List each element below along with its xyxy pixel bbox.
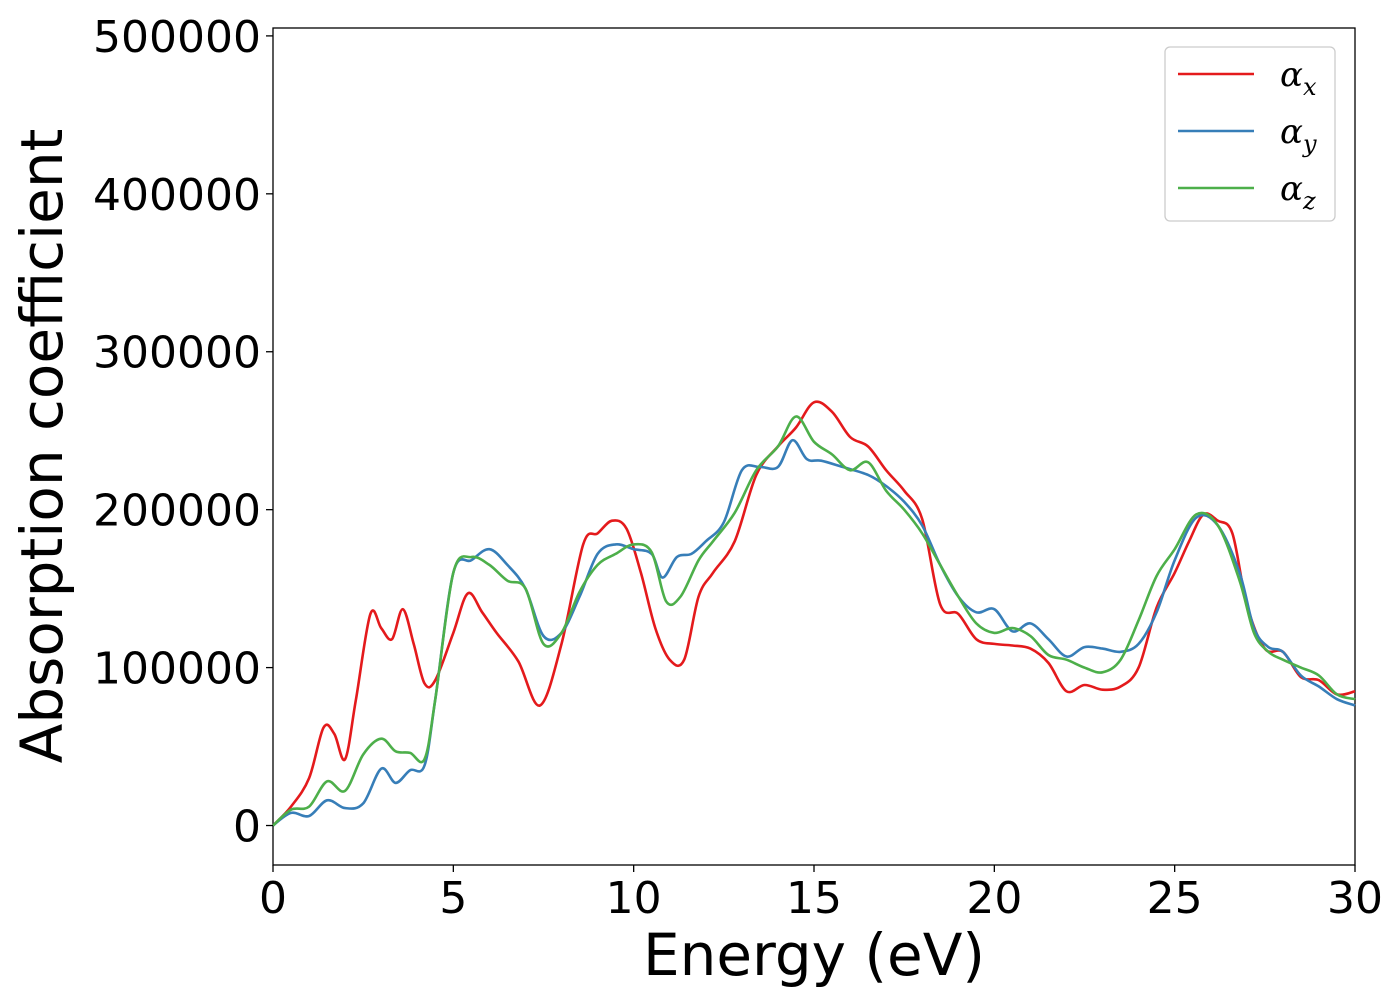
- y-tick-label: 200000: [93, 486, 261, 537]
- series-line-y: [272, 438, 1356, 827]
- y-tick-label: 0: [233, 802, 261, 853]
- x-tick-label: 10: [606, 873, 662, 924]
- y-tick-label: 100000: [93, 644, 261, 695]
- x-tick-label: 25: [1147, 873, 1203, 924]
- series-line-x: [272, 400, 1356, 827]
- y-tick-label: 500000: [93, 12, 261, 63]
- x-axis-ticks: 0 5 10 15 20 25 30: [259, 865, 1383, 924]
- x-tick-label: 0: [259, 873, 287, 924]
- x-tick-label: 5: [439, 873, 467, 924]
- y-tick-label: 300000: [93, 328, 261, 379]
- y-axis-label: Absorption coefficient: [8, 129, 76, 764]
- series-line-z: [272, 415, 1356, 827]
- y-tick-label: 400000: [93, 170, 261, 221]
- y-axis-ticks: 0 100000 200000 300000 400000 500000: [93, 12, 273, 853]
- x-tick-label: 30: [1327, 873, 1383, 924]
- plot-lines: [272, 400, 1356, 827]
- legend-label-z: αz: [1280, 169, 1316, 215]
- legend-box: [1164, 46, 1336, 222]
- x-axis-label: Energy (eV): [643, 921, 985, 989]
- x-tick-label: 15: [786, 873, 842, 924]
- x-tick-label: 20: [966, 873, 1022, 924]
